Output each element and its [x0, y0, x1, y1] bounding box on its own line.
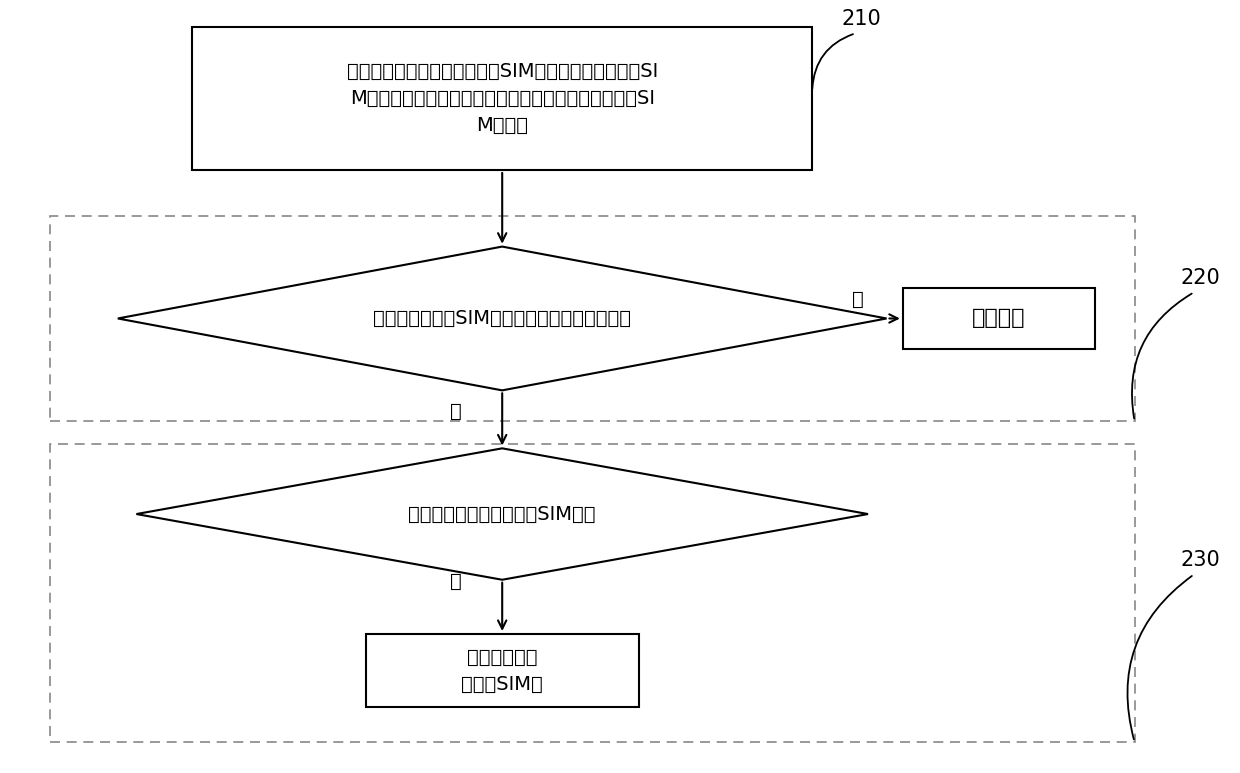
- Bar: [366, 634, 639, 707]
- Text: 是: 是: [450, 572, 463, 591]
- Bar: [50, 444, 1135, 742]
- Text: 第一终端是否启用了虚拟SIM卡？: 第一终端是否启用了虚拟SIM卡？: [408, 505, 596, 523]
- Text: 否: 否: [852, 290, 864, 308]
- Text: 用户标识和虚拟SIM卡标识之间具有订购关系？: 用户标识和虚拟SIM卡标识之间具有订购关系？: [373, 309, 631, 328]
- Text: 结束流程: 结束流程: [972, 308, 1025, 329]
- Text: 为第一终端停
用虚拟SIM卡: 为第一终端停 用虚拟SIM卡: [461, 648, 543, 693]
- Text: 220: 220: [1180, 268, 1220, 288]
- Bar: [192, 27, 812, 170]
- Bar: [903, 288, 1095, 349]
- Text: 230: 230: [1180, 550, 1220, 570]
- Text: 是: 是: [450, 402, 463, 421]
- Polygon shape: [136, 448, 868, 580]
- Bar: [50, 216, 1135, 421]
- Text: 210: 210: [842, 9, 882, 29]
- Text: 接收第一终端发送的停用虚拟SIM卡的请求，停用虚拟SI
M卡的请求包括用户标识、第一终端的终端标识和虚拟SI
M卡标识: 接收第一终端发送的停用虚拟SIM卡的请求，停用虚拟SI M卡的请求包括用户标识、…: [346, 62, 658, 135]
- Polygon shape: [118, 247, 887, 390]
